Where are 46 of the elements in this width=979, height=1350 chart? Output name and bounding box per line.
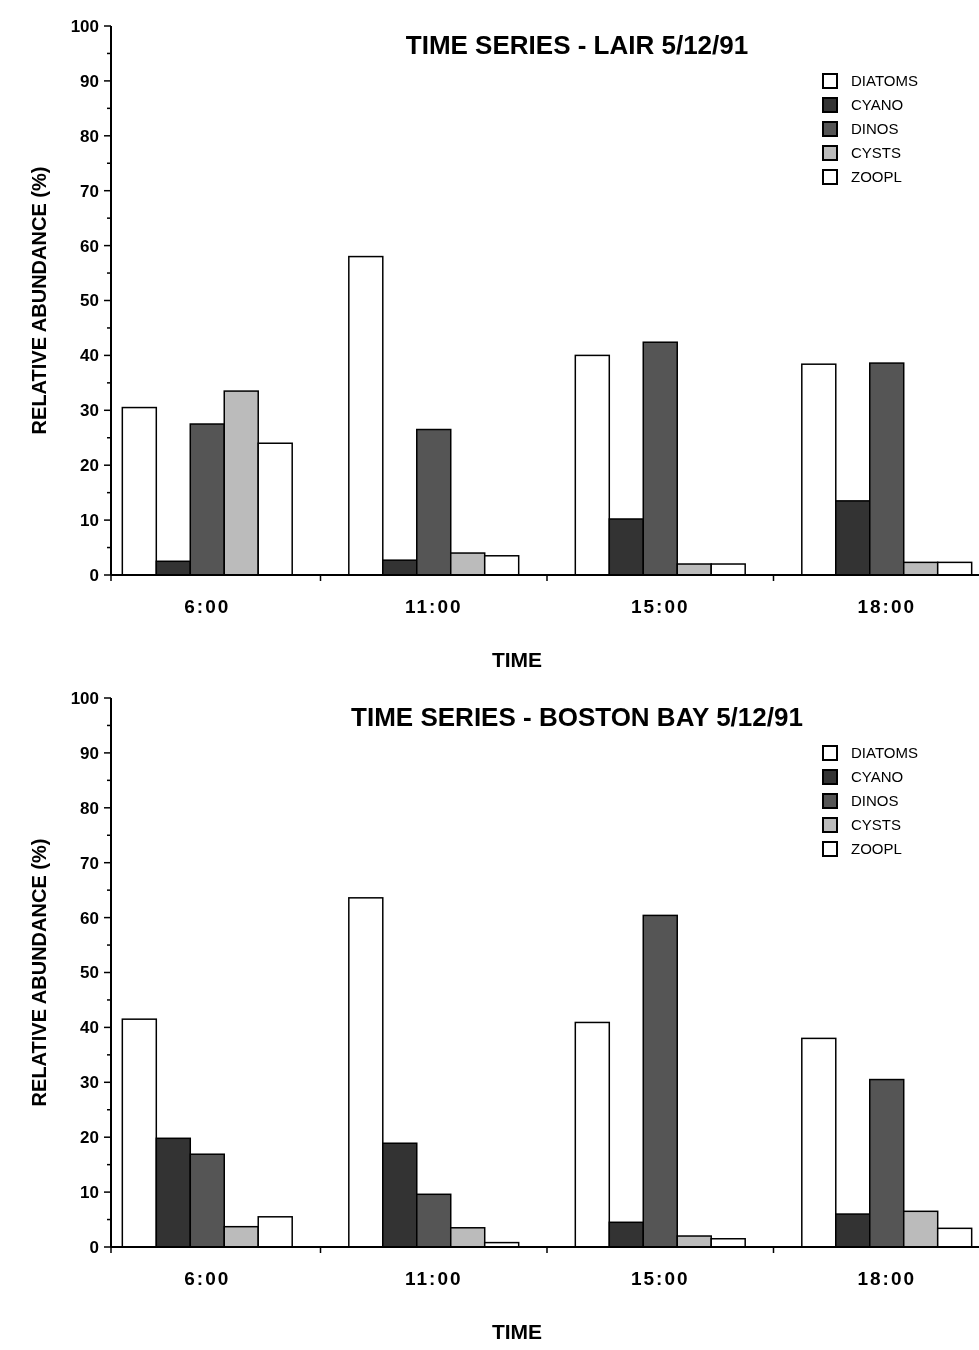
legend-label: DINOS <box>851 120 899 138</box>
x-axis-title: TIME <box>491 1320 543 1343</box>
y-tick-label: 10 <box>80 511 99 531</box>
y-tick-label: 20 <box>80 456 99 476</box>
chart-title: TIME SERIES - LAIR 5/12/91 <box>405 30 749 60</box>
legend-label: ZOOPL <box>851 168 902 186</box>
y-tick-label: 20 <box>80 1128 99 1148</box>
x-tick-label: 6:00 <box>184 1268 231 1289</box>
legend-label: DINOS <box>851 792 899 810</box>
y-tick-label: 60 <box>80 236 99 256</box>
legend-label: CYANO <box>851 768 904 786</box>
y-tick-label: 50 <box>80 291 99 311</box>
x-tick-label: 11:00 <box>404 1268 463 1289</box>
y-tick-label: 30 <box>80 1073 99 1093</box>
y-axis-title: RELATIVE ABUNDANCE (%) <box>28 166 50 435</box>
y-tick-label: 100 <box>70 688 99 708</box>
y-tick-label: 90 <box>80 71 99 91</box>
x-tick-label: 15:00 <box>630 1268 690 1289</box>
legend-label: CYANO <box>851 96 904 114</box>
legend-label: ZOOPL <box>851 840 902 858</box>
legend-label: CYSTS <box>851 144 902 162</box>
y-tick-label: 40 <box>80 1018 99 1038</box>
y-tick-label: 10 <box>80 1183 99 1203</box>
x-tick-label: 18:00 <box>857 1268 917 1289</box>
x-axis-title: TIME <box>491 648 543 671</box>
y-tick-label: 80 <box>80 798 99 818</box>
y-axis-title: RELATIVE ABUNDANCE (%) <box>28 838 50 1107</box>
x-tick-label: 11:00 <box>404 596 463 617</box>
y-tick-label: 0 <box>89 565 99 585</box>
y-tick-label: 80 <box>80 126 99 146</box>
y-tick-label: 40 <box>80 346 99 366</box>
chart-title: TIME SERIES - BOSTON BAY 5/12/91 <box>351 702 803 732</box>
legend-label: CYSTS <box>851 816 902 834</box>
y-tick-label: 70 <box>80 181 99 201</box>
y-tick-label: 90 <box>80 743 99 763</box>
y-tick-label: 60 <box>80 908 99 928</box>
legend-label: DIATOMS <box>851 72 918 90</box>
x-tick-label: 15:00 <box>630 596 690 617</box>
y-tick-label: 100 <box>70 16 99 36</box>
x-tick-label: 18:00 <box>857 596 917 617</box>
y-tick-label: 50 <box>80 963 99 983</box>
y-tick-label: 30 <box>80 401 99 421</box>
y-tick-label: 70 <box>80 853 99 873</box>
y-tick-label: 0 <box>89 1237 99 1257</box>
legend-label: DIATOMS <box>851 744 918 762</box>
x-tick-label: 6:00 <box>184 596 231 617</box>
